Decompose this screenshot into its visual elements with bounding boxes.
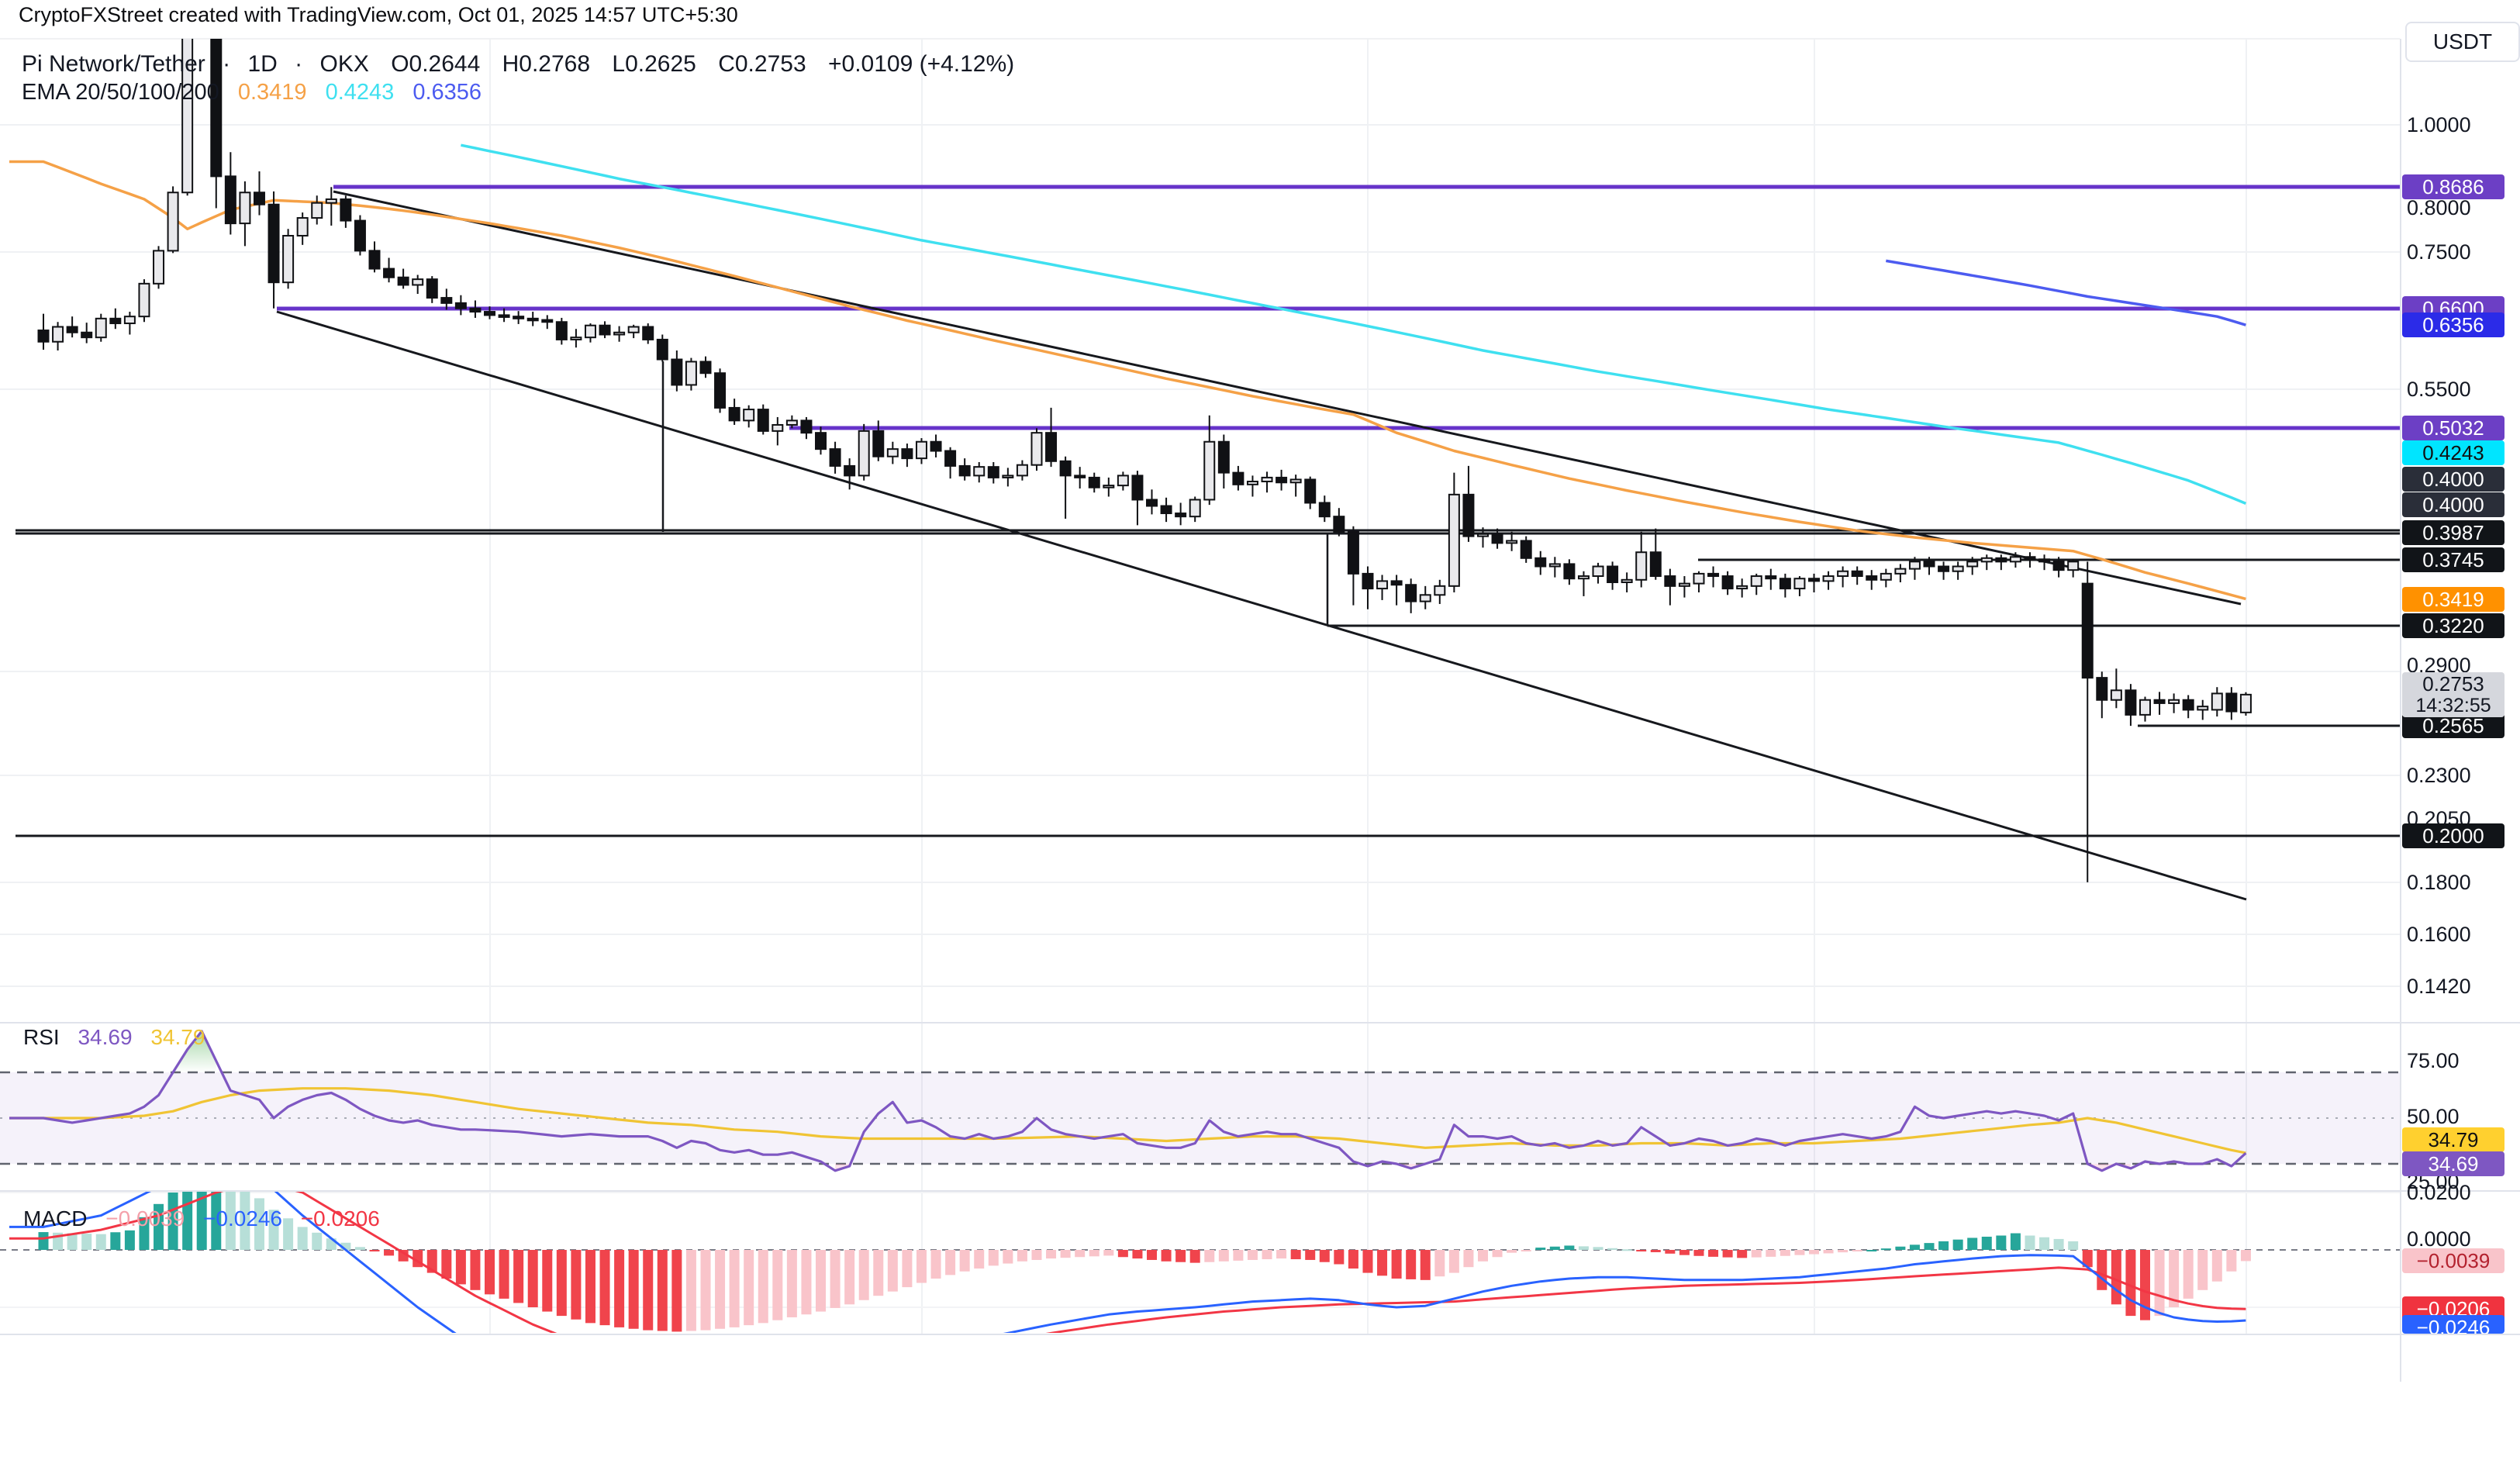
price-level-badge: 0.4000 <box>2402 467 2504 492</box>
rsi-value-badge: 34.79 <box>2402 1127 2504 1152</box>
rsi-line <box>9 1030 2247 1172</box>
ema100-line <box>461 143 2247 506</box>
bar-countdown: 14:32:55 <box>2415 695 2491 716</box>
exchange-name: OKX <box>319 51 369 77</box>
current-price-badge: 0.2753 14:32:55 <box>2402 672 2504 717</box>
rsi-value-badge: 34.69 <box>2402 1151 2504 1176</box>
rsi-axis-label: 50.00 <box>2407 1105 2460 1128</box>
symbol-name[interactable]: Pi Network/Tether <box>22 51 205 77</box>
ema-legend[interactable]: EMA 20/50/100/200 0.3419 0.4243 0.6356 <box>22 80 494 105</box>
macd-axis-label: 0.0200 <box>2407 1181 2471 1204</box>
ema200-value: 0.6356 <box>413 80 482 105</box>
time-axis[interactable]: MayJunJulAugSepOct <box>0 1335 2520 1382</box>
price-level-badge: 0.3987 <box>2402 520 2504 545</box>
ema200-line <box>1886 259 2246 326</box>
time-axis-separator <box>0 1334 2520 1335</box>
footer: TradingView <box>0 1382 2520 1467</box>
rsi-ma-line <box>9 1087 2246 1155</box>
ohlc-open: O0.2644 <box>391 51 481 77</box>
price-level-badge: 0.3745 <box>2402 547 2504 572</box>
ema-legend-label: EMA 20/50/100/200 <box>22 80 219 105</box>
ema50-line <box>9 160 2246 601</box>
rsi-value: 34.69 <box>78 1025 133 1049</box>
current-price: 0.2753 <box>2422 672 2484 696</box>
candles-layer <box>37 39 2252 882</box>
price-axis-label: 0.1800 <box>2407 871 2471 894</box>
currency-button[interactable]: USDT <box>2405 22 2520 62</box>
price-axis-label: 0.1420 <box>2407 975 2471 998</box>
price-level-badge: 0.6356 <box>2402 312 2504 337</box>
macd-hist-value: −0.0039 <box>105 1206 185 1231</box>
price-level-badge: 0.5032 <box>2402 416 2504 440</box>
ohlc-high: H0.2768 <box>502 51 591 77</box>
chart-canvas[interactable] <box>0 0 2400 1382</box>
timeframe[interactable]: 1D <box>247 51 278 77</box>
rsi-panel <box>0 1030 2400 1172</box>
ohlc-low: L0.2625 <box>612 51 696 77</box>
price-level-badge: 0.4000 <box>2402 492 2504 517</box>
macd-value-badge: −0.0039 <box>2402 1248 2504 1273</box>
macd-line <box>9 1192 2246 1333</box>
rsi-axis-label: 75.00 <box>2407 1049 2460 1072</box>
symbol-legend[interactable]: Pi Network/Tether · 1D · OKX O0.2644 H0.… <box>22 51 1025 78</box>
price-level-badge: 0.3220 <box>2402 613 2504 638</box>
price-level-badge: 0.8686 <box>2402 174 2504 199</box>
macd-panel-separator <box>0 1190 2520 1192</box>
macd-line-value: −0.0246 <box>203 1206 283 1231</box>
price-level-badge: 0.4243 <box>2402 440 2504 465</box>
attribution-text: CryptoFXStreet created with TradingView.… <box>19 3 738 26</box>
macd-value-badge: −0.0246 <box>2402 1315 2504 1334</box>
price-axis-label: 0.1600 <box>2407 923 2471 946</box>
macd-signal-value: −0.0206 <box>300 1206 380 1231</box>
legend-separator: · <box>223 51 231 77</box>
price-axis-label: 1.0000 <box>2407 113 2471 136</box>
price-panel <box>9 39 2400 901</box>
rsi-panel-separator <box>0 1022 2520 1023</box>
ema100-value: 0.4243 <box>325 80 395 105</box>
price-axis-label: 0.5500 <box>2407 378 2471 401</box>
price-axis-label: 0.7500 <box>2407 240 2471 264</box>
macd-axis-label: 0.0000 <box>2407 1227 2471 1251</box>
grid-layer <box>0 38 2400 1334</box>
price-change: +0.0109 (+4.12%) <box>827 51 1015 77</box>
price-axis-label: 0.8000 <box>2407 196 2471 219</box>
rsi-legend[interactable]: RSI 34.69 34.79 <box>23 1025 217 1050</box>
ohlc-close: C0.2753 <box>718 51 806 77</box>
price-axis-label: 0.2300 <box>2407 764 2471 787</box>
rsi-ma-value: 34.79 <box>150 1025 205 1049</box>
macd-signal-line <box>9 1192 2246 1333</box>
price-level-badge: 0.2565 <box>2402 713 2504 738</box>
rsi-legend-title: RSI <box>23 1025 60 1049</box>
price-level-badge: 0.3419 <box>2402 587 2504 612</box>
macd-panel <box>0 1192 2400 1333</box>
ema50-value: 0.3419 <box>237 80 307 105</box>
price-level-badge: 0.2000 <box>2402 823 2504 848</box>
legend-separator: · <box>295 51 303 77</box>
macd-legend-title: MACD <box>23 1206 88 1231</box>
price-axis-separator <box>2400 39 2401 1382</box>
macd-legend[interactable]: MACD −0.0039 −0.0246 −0.0206 <box>23 1206 392 1231</box>
